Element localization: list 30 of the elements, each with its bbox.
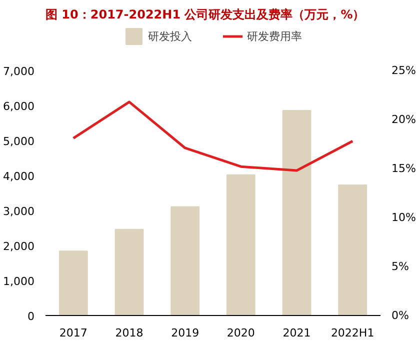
x-tick-label: 2022H1 bbox=[330, 326, 374, 340]
y2-tick-label: 5% bbox=[392, 260, 409, 274]
y-tick-label: 7,000 bbox=[3, 65, 35, 78]
y2-tick-label: 15% bbox=[392, 162, 416, 176]
bar bbox=[170, 206, 200, 316]
y-tick-label: 4,000 bbox=[3, 170, 35, 184]
bar bbox=[114, 228, 144, 316]
bar bbox=[226, 174, 256, 316]
x-tick-label: 2019 bbox=[171, 326, 200, 340]
x-tick-label: 2018 bbox=[115, 326, 144, 340]
y-tick-label: 6,000 bbox=[3, 100, 35, 114]
bar bbox=[338, 184, 368, 316]
line-series bbox=[72, 100, 354, 172]
legend-label: 研发投入 bbox=[148, 28, 192, 44]
x-tick-label: 2020 bbox=[226, 326, 255, 340]
y2-tick-label: 0% bbox=[392, 309, 409, 322]
y2-tick-label: 20% bbox=[392, 113, 416, 126]
y-tick-label: 1,000 bbox=[3, 275, 35, 288]
y-tick-label: 3,000 bbox=[3, 205, 35, 218]
legend-label: 研发费用率 bbox=[247, 28, 302, 44]
x-tick-label: 2017 bbox=[59, 326, 88, 340]
y-tick-label: 0 bbox=[28, 310, 34, 323]
y-tick-label: 2,000 bbox=[3, 240, 35, 254]
x-tick-label: 2021 bbox=[282, 326, 311, 340]
chart-title: 图 10：2017-2022H1 公司研发支出及费率（万元，%） bbox=[46, 8, 365, 22]
y2-tick-label: 10% bbox=[392, 211, 416, 224]
y2-tick-label: 25% bbox=[392, 64, 416, 78]
bar bbox=[282, 110, 312, 316]
y-tick-label: 5,000 bbox=[3, 135, 35, 148]
bar bbox=[58, 250, 88, 316]
